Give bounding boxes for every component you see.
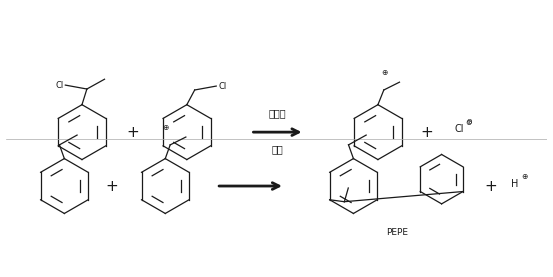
Text: Cl: Cl [55, 81, 64, 89]
Text: +: + [105, 179, 118, 194]
Text: 重排: 重排 [272, 144, 283, 154]
Text: H: H [512, 179, 519, 189]
Text: PEPE: PEPE [387, 228, 409, 237]
Text: ⊕: ⊕ [382, 68, 388, 77]
Text: ⊕: ⊕ [162, 123, 169, 132]
Text: ⊕: ⊕ [521, 172, 528, 181]
Text: Cl: Cl [218, 81, 226, 91]
Text: +: + [127, 125, 139, 140]
Text: ⊙: ⊙ [465, 118, 471, 127]
Text: +: + [420, 125, 434, 140]
Text: +: + [484, 179, 497, 194]
Text: Cl: Cl [455, 124, 464, 134]
Text: 催化剂: 催化剂 [269, 108, 286, 118]
Text: Θ: Θ [466, 119, 472, 125]
